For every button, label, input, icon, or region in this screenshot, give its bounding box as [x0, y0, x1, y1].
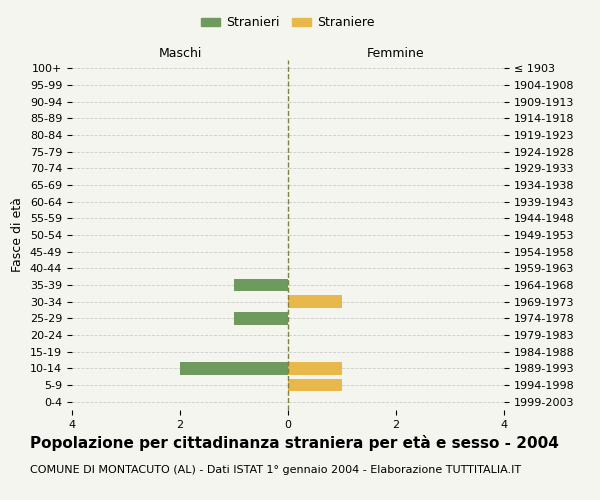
Bar [234, 279, 288, 291]
Bar [234, 312, 288, 324]
Text: Popolazione per cittadinanza straniera per età e sesso - 2004: Popolazione per cittadinanza straniera p… [30, 435, 559, 451]
Bar [288, 379, 342, 391]
Bar [180, 362, 288, 374]
Bar [288, 296, 342, 308]
Y-axis label: Fasce di età: Fasce di età [11, 198, 25, 272]
Legend: Stranieri, Straniere: Stranieri, Straniere [196, 11, 380, 34]
Text: Maschi: Maschi [158, 47, 202, 60]
Text: Femmine: Femmine [367, 47, 425, 60]
Text: COMUNE DI MONTACUTO (AL) - Dati ISTAT 1° gennaio 2004 - Elaborazione TUTTITALIA.: COMUNE DI MONTACUTO (AL) - Dati ISTAT 1°… [30, 465, 521, 475]
Bar [288, 362, 342, 374]
